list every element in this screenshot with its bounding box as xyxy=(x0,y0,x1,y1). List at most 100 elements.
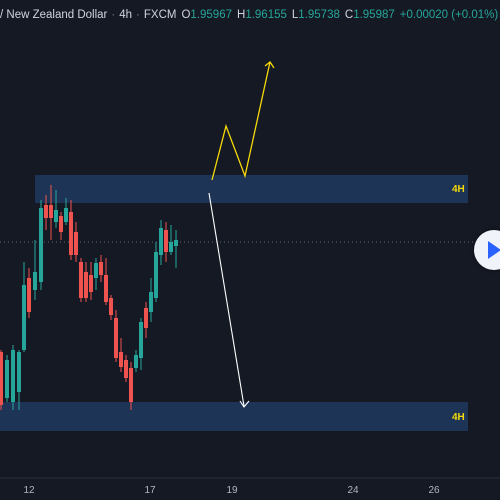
candle[interactable] xyxy=(99,255,103,282)
candle-body xyxy=(139,322,143,358)
candle-body xyxy=(124,360,128,378)
candle[interactable] xyxy=(94,258,98,290)
candle-body xyxy=(144,308,148,328)
low-value: 1.95738 xyxy=(298,9,340,21)
bullish-path-line xyxy=(211,61,271,181)
candle-body xyxy=(154,252,158,298)
arrow-down-icon xyxy=(239,400,250,408)
low-label: L xyxy=(291,9,299,21)
candle-body xyxy=(69,212,73,255)
lower-zone-label: 4H xyxy=(452,412,465,423)
candle-body xyxy=(0,352,3,405)
candle[interactable] xyxy=(119,338,123,372)
candle-body xyxy=(22,285,26,350)
candle-body xyxy=(17,352,21,392)
candle-body xyxy=(79,262,83,298)
candle-body xyxy=(84,272,88,298)
candle[interactable] xyxy=(33,240,37,300)
time-axis-tick: 26 xyxy=(428,485,440,496)
candle[interactable] xyxy=(49,185,53,240)
upper-zone-label: 4H xyxy=(452,184,465,195)
candle[interactable] xyxy=(104,258,108,305)
candle-body xyxy=(109,298,113,315)
candle-body xyxy=(94,263,98,278)
replay-play-button[interactable] xyxy=(474,230,500,270)
arrow-up-icon xyxy=(264,61,275,69)
open-label: O xyxy=(181,9,191,21)
lower-zone[interactable] xyxy=(0,402,468,431)
candle[interactable] xyxy=(84,262,88,302)
candle[interactable] xyxy=(17,350,21,410)
candle-body xyxy=(149,292,153,312)
candle[interactable] xyxy=(154,242,158,302)
candle[interactable] xyxy=(22,262,26,352)
candle-body xyxy=(5,360,9,398)
candle-body xyxy=(49,205,53,218)
candle[interactable] xyxy=(114,310,118,362)
candle[interactable] xyxy=(89,262,93,300)
close-label: C xyxy=(344,9,354,21)
candle[interactable] xyxy=(139,318,143,370)
candle-body xyxy=(99,262,103,275)
candle[interactable] xyxy=(144,302,148,338)
candle-body xyxy=(114,318,118,358)
candle[interactable] xyxy=(149,278,153,322)
candle-body xyxy=(54,210,58,222)
candle[interactable] xyxy=(164,222,168,262)
time-axis-tick: 12 xyxy=(23,485,35,496)
candle[interactable] xyxy=(174,230,178,268)
candle[interactable] xyxy=(44,195,48,230)
symbol-name[interactable]: / New Zealand Dollar xyxy=(0,9,108,21)
candle[interactable] xyxy=(59,212,63,240)
play-icon xyxy=(488,241,500,259)
change-value: +0.00020 (+0.01%) xyxy=(399,9,499,21)
candle-body xyxy=(27,278,31,312)
candle-body xyxy=(119,352,123,367)
high-label: H xyxy=(237,9,246,21)
candle-body xyxy=(169,242,173,252)
candle[interactable] xyxy=(109,295,113,320)
candle-body xyxy=(104,275,108,302)
bearish-projection-arrow[interactable] xyxy=(208,192,250,408)
time-axis-tick: 24 xyxy=(347,485,359,496)
candle-body xyxy=(11,350,15,402)
open-value: 1.95967 xyxy=(190,9,232,21)
candle-body xyxy=(89,275,93,292)
candle-body xyxy=(74,232,78,255)
time-axis-tick: 17 xyxy=(144,485,156,496)
candle[interactable] xyxy=(54,190,58,228)
candle[interactable] xyxy=(124,355,128,382)
candle[interactable] xyxy=(79,258,83,302)
upper-zone[interactable] xyxy=(35,175,468,203)
candle[interactable] xyxy=(27,268,31,318)
candle[interactable] xyxy=(74,222,78,262)
candle[interactable] xyxy=(129,362,133,410)
candle-body xyxy=(59,216,63,232)
bearish-arrow-line xyxy=(208,192,245,407)
candle-body xyxy=(174,240,178,246)
candle[interactable] xyxy=(169,225,173,255)
candle[interactable] xyxy=(39,200,43,290)
close-value: 1.95987 xyxy=(353,9,395,21)
candle[interactable] xyxy=(11,345,15,410)
high-value: 1.96155 xyxy=(245,9,287,21)
interval-label[interactable]: 4h xyxy=(119,9,133,21)
candle-body xyxy=(44,205,48,218)
candle[interactable] xyxy=(0,350,3,410)
candle[interactable] xyxy=(5,355,9,402)
candle[interactable] xyxy=(159,220,163,265)
candle-body xyxy=(159,228,163,255)
candle-body xyxy=(134,355,138,368)
candle-body xyxy=(64,208,68,222)
candle-body xyxy=(33,272,37,290)
time-axis-tick: 19 xyxy=(226,485,238,496)
exchange-label: FXCM xyxy=(143,9,177,21)
candle-body xyxy=(129,368,133,402)
bullish-projection-path[interactable] xyxy=(211,61,275,181)
candle[interactable] xyxy=(64,198,68,225)
candle[interactable] xyxy=(69,200,73,260)
candle[interactable] xyxy=(134,350,138,372)
symbol-header: / New Zealand Dollar · 4h · FXCM O1.95967 H1.9… xyxy=(0,9,499,21)
